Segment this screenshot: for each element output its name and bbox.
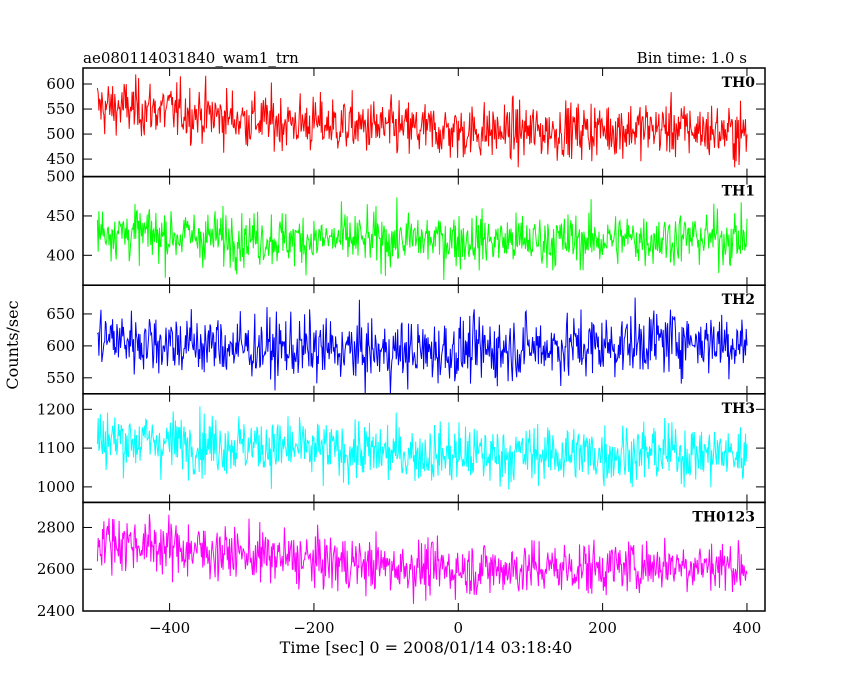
x-axis-label: Time [sec] 0 = 2008/01/14 03:18:40 bbox=[280, 638, 573, 657]
x-tick-label: 400 bbox=[733, 619, 762, 637]
panel-label: TH0 bbox=[722, 75, 756, 91]
panel-label: TH0123 bbox=[692, 509, 755, 525]
y-tick-label: 1200 bbox=[37, 400, 75, 418]
y-tick-label: 600 bbox=[46, 75, 75, 93]
y-tick-label: 2400 bbox=[37, 602, 75, 620]
y-tick-label: 550 bbox=[46, 369, 75, 387]
y-tick-label: 600 bbox=[46, 337, 75, 355]
y-tick-label: 400 bbox=[46, 246, 75, 264]
panel-frame bbox=[82, 501, 766, 612]
y-tick-label: 450 bbox=[46, 207, 75, 225]
panel-label: TH1 bbox=[722, 184, 755, 200]
y-tick-label: 500 bbox=[46, 168, 75, 186]
panel-label: TH2 bbox=[722, 292, 755, 308]
x-tick-label: −400 bbox=[149, 619, 190, 637]
series-line-th0 bbox=[96, 74, 748, 168]
y-axis-label: Counts/sec bbox=[3, 300, 22, 389]
chart-title: ae080114031840_wam1_trn bbox=[83, 49, 299, 67]
y-tick-label: 1100 bbox=[37, 439, 75, 457]
series-line-th3 bbox=[96, 406, 748, 490]
series-line-th0123 bbox=[96, 514, 748, 604]
y-tick-label: 650 bbox=[46, 305, 75, 323]
y-tick-label: 450 bbox=[46, 150, 75, 168]
series-line-th1 bbox=[96, 197, 748, 281]
x-tick-label: −200 bbox=[293, 619, 334, 637]
y-tick-label: 1000 bbox=[37, 478, 75, 496]
bin-time-label: Bin time: 1.0 s bbox=[637, 49, 747, 67]
y-tick-label: 550 bbox=[46, 100, 75, 118]
y-tick-label: 2600 bbox=[37, 560, 75, 578]
x-tick-label: 200 bbox=[588, 619, 617, 637]
y-tick-label: 2800 bbox=[37, 518, 75, 536]
panel-label: TH3 bbox=[722, 401, 755, 417]
series-line-th2 bbox=[97, 297, 748, 394]
y-tick-label: 500 bbox=[46, 125, 75, 143]
x-tick-label: 0 bbox=[454, 619, 464, 637]
